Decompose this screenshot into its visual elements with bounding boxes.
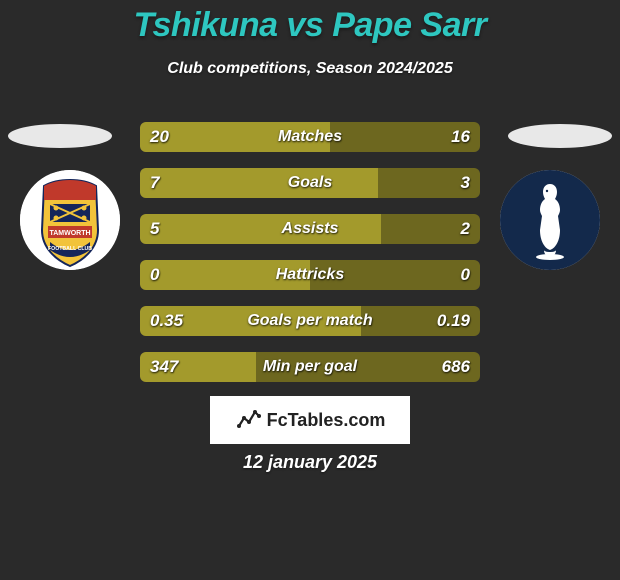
stat-row: 347686Min per goal xyxy=(140,352,480,382)
page-title: Tshikuna vs Pape Sarr xyxy=(0,6,620,45)
club-badge-left: TAMWORTH FOOTBALL CLUB xyxy=(20,170,120,270)
branding-text: FcTables.com xyxy=(267,410,386,431)
svg-text:FOOTBALL CLUB: FOOTBALL CLUB xyxy=(48,246,92,252)
branding-badge: FcTables.com xyxy=(210,396,410,444)
stat-row: 00Hattricks xyxy=(140,260,480,290)
tottenham-crest-icon xyxy=(500,170,600,270)
stat-label: Matches xyxy=(140,122,480,152)
stat-row: 73Goals xyxy=(140,168,480,198)
stat-label: Goals per match xyxy=(140,306,480,336)
stat-label: Min per goal xyxy=(140,352,480,382)
date-text: 12 january 2025 xyxy=(0,452,620,473)
stat-row: 2016Matches xyxy=(140,122,480,152)
player-photo-placeholder-right xyxy=(508,124,612,148)
stat-label: Hattricks xyxy=(140,260,480,290)
stats-bars: 2016Matches 73Goals 52Assists 00Hattricks 0.… xyxy=(140,122,480,398)
tamworth-crest-icon: TAMWORTH FOOTBALL CLUB xyxy=(20,170,120,270)
page-subtitle: Club competitions, Season 2024/2025 xyxy=(0,60,620,78)
player-photo-placeholder-left xyxy=(8,124,112,148)
stat-label: Goals xyxy=(140,168,480,198)
comparison-card: Tshikuna vs Pape Sarr Club competitions,… xyxy=(0,0,620,580)
fctables-logo-icon xyxy=(235,406,263,434)
stat-row: 0.350.19Goals per match xyxy=(140,306,480,336)
club-badge-right xyxy=(500,170,600,270)
stat-row: 52Assists xyxy=(140,214,480,244)
svg-text:TAMWORTH: TAMWORTH xyxy=(49,230,90,237)
stat-label: Assists xyxy=(140,214,480,244)
